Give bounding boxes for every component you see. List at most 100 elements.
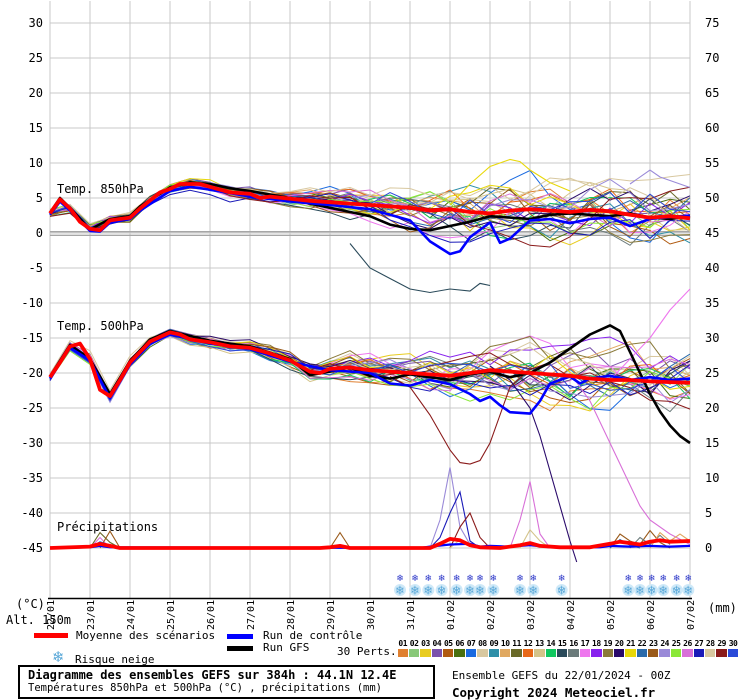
pert-number: 22 — [637, 639, 647, 648]
left-tick-label: -5 — [29, 261, 43, 275]
right-tick-label: 55 — [705, 156, 719, 170]
panel-labels: Temp. 850hPa Temp. 500hPa Précipitations — [57, 182, 158, 534]
legend-control-line-sample — [227, 634, 253, 639]
date-label: 02/02 — [486, 600, 497, 630]
perturbation-color-strip: 01 02 03 04 05 06 07 08 09 10 11 12 13 14 15 16 17 18 19 20… — [397, 640, 739, 657]
snow-risk-small-icon: ❄ — [558, 574, 566, 584]
left-tick-label: -30 — [21, 436, 43, 450]
pert-number: 25 — [671, 639, 681, 648]
snow-risk-icon: ❄ — [658, 584, 668, 598]
pert-color-box — [568, 649, 579, 657]
pert-number: 21 — [626, 639, 635, 648]
snow-risk-icon: ❄ — [647, 584, 657, 598]
ensemble-mean-line — [48, 330, 691, 399]
legend-mean-line-sample — [34, 633, 68, 638]
precip-member-spike — [629, 534, 671, 549]
pert-color-box — [465, 649, 477, 657]
ensemble-outlier-line — [609, 288, 691, 381]
pert-number: 02 — [409, 639, 419, 648]
right-tick-label: 5 — [705, 506, 712, 520]
snow-risk-small-icon: ❄ — [648, 574, 656, 584]
legend-snow-label: Risque neige — [75, 653, 155, 666]
snow-risk-small-icon: ❄ — [685, 574, 693, 584]
right-tick-label: 50 — [705, 191, 719, 205]
pert-color-box — [511, 649, 522, 657]
right-tick-label: 70 — [705, 51, 719, 65]
pert-color-box — [591, 649, 602, 657]
snow-risk-small-icon: ❄ — [453, 574, 461, 584]
ensemble-mean-line — [49, 537, 691, 550]
precip-member-spike — [429, 467, 481, 549]
date-label: 24/01 — [126, 600, 137, 630]
legend-gfs-label: Run GFS — [263, 641, 310, 654]
left-tick-label: 25 — [29, 51, 43, 65]
pert-number: 03 — [421, 639, 430, 648]
date-label: 28/01 — [286, 600, 297, 630]
pert-number: 09 — [489, 639, 499, 648]
pert-swatch: 22 — [636, 639, 648, 657]
pert-number: 08 — [478, 639, 487, 648]
pert-color-box — [488, 649, 500, 657]
pert-color-box — [534, 649, 545, 657]
ensemble-mean-line — [48, 182, 691, 233]
snowflake-icon: ❄ — [52, 648, 65, 666]
pert-number: 11 — [512, 639, 521, 648]
pert-number: 04 — [432, 639, 442, 648]
pert-number: 05 — [443, 639, 453, 648]
ensemble-outlier-line — [449, 158, 571, 206]
snow-risk-icon: ❄ — [528, 584, 538, 598]
precip-members — [89, 467, 691, 549]
pert-color-box — [693, 649, 705, 657]
snow-risk-icon: ❄ — [672, 584, 682, 598]
snow-risk-halo — [634, 584, 646, 596]
right-tick-label: 60 — [705, 121, 719, 135]
pert-swatch: 26 — [682, 640, 693, 657]
snow-risk-small-icon: ❄ — [396, 574, 404, 584]
pert-swatch: 05 — [443, 640, 454, 657]
snow-risk-icon: ❄ — [475, 584, 485, 598]
snow-risk-icon: ❄ — [635, 584, 645, 598]
snow-risk-halo — [464, 584, 476, 596]
snow-risk-halo — [435, 584, 448, 596]
snow-risk-small-icon: ❄ — [530, 574, 538, 584]
snow-risk-halo — [409, 584, 421, 596]
pert-swatch: 02 — [408, 639, 420, 657]
pert-swatch: 07 — [465, 639, 477, 657]
legend-perts-label: 30 Perts. — [337, 645, 397, 658]
panel-label-500: Temp. 500hPa — [57, 319, 144, 333]
pert-number: 07 — [466, 639, 476, 648]
pert-number: 23 — [648, 639, 658, 648]
date-label: 25/01 — [166, 600, 177, 630]
pert-swatch: 27 — [693, 640, 705, 657]
pert-color-box — [477, 649, 488, 657]
x-axis-labels: 22/01 23/01 24/01 25/01 26/01 27/01 28/01 29/01… — [46, 600, 697, 630]
snow-risk-icon: ❄ — [423, 584, 433, 598]
pert-color-box — [420, 649, 431, 657]
pert-number: 24 — [660, 639, 669, 648]
pert-swatch: 08 — [477, 640, 488, 657]
left-tick-label: -35 — [21, 471, 43, 485]
pert-swatch: 12 — [522, 640, 534, 657]
chart-title: Diagramme des ensembles GEFS sur 384h : … — [28, 668, 397, 682]
legend-mean-label: Moyenne des scénarios — [76, 629, 216, 642]
pert-number: 26 — [683, 639, 692, 648]
date-label: 23/01 — [86, 600, 97, 630]
altitude-label: Alt. 150m — [6, 613, 72, 627]
pert-swatch: 20 — [613, 640, 625, 657]
pert-color-box — [500, 649, 511, 657]
snow-risk-icon: ❄ — [395, 584, 405, 598]
snow-risk-icon: ❄ — [465, 584, 475, 598]
snow-risk-halo — [422, 584, 435, 596]
precip-member-spike — [429, 490, 481, 549]
pert-color-box — [648, 649, 659, 657]
snow-risk-small-icon: ❄ — [490, 574, 498, 584]
main-lines-t500 — [48, 324, 691, 445]
pert-number: 17 — [580, 639, 590, 648]
copyright: Copyright 2024 Meteociel.fr — [452, 685, 656, 700]
date-label: 06/02 — [646, 600, 657, 630]
precip-member-spike — [449, 511, 491, 549]
pert-swatch: 16 — [568, 640, 579, 657]
pert-number: 28 — [705, 639, 715, 648]
snow-risk-small-icon: ❄ — [476, 574, 484, 584]
